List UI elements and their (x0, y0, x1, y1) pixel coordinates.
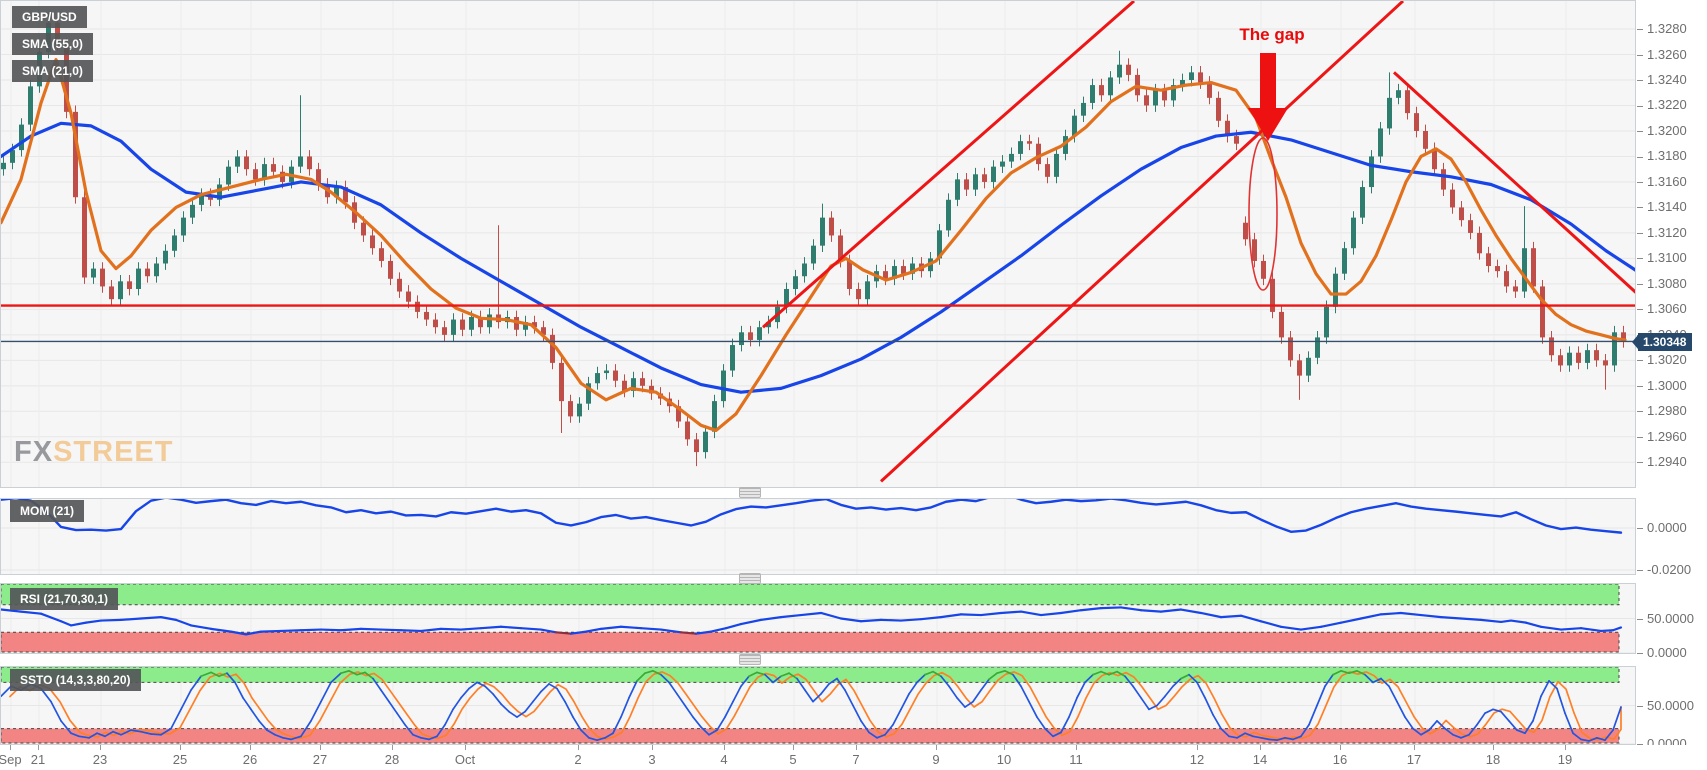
time-axis-label: 10 (996, 752, 1012, 767)
time-axis-label: 17 (1406, 752, 1422, 767)
y-axis-tick: 50.0000 (1637, 612, 1694, 625)
panel-splitter[interactable] (739, 654, 761, 665)
time-axis-label: 19 (1557, 752, 1573, 767)
time-axis-tickmark (1076, 745, 1077, 750)
time-axis-label: Sep (0, 752, 22, 767)
time-axis-tickmark (1414, 745, 1415, 750)
time-axis-tickmark (1260, 745, 1261, 750)
time-axis-label: 28 (384, 752, 400, 767)
time-axis-label: 21 (30, 752, 46, 767)
y-axis-tick: 1.3060 (1637, 302, 1687, 315)
time-axis-tickmark (180, 745, 181, 750)
time-axis-label: 3 (648, 752, 656, 767)
legend-sma21[interactable]: SMA (21,0) (12, 60, 93, 82)
y-axis-tick: 1.3280 (1637, 22, 1687, 35)
y-axis-tick: 1.3200 (1637, 124, 1687, 137)
time-axis-tickmark (1565, 745, 1566, 750)
y-axis-tick: 1.3120 (1637, 226, 1687, 239)
momentum-chart (1, 499, 1635, 574)
legend-symbol[interactable]: GBP/USD (12, 6, 87, 28)
y-axis-tick: 1.3240 (1637, 73, 1687, 86)
y-axis-tick: 1.3080 (1637, 277, 1687, 290)
fxstreet-logo: FXSTREET (14, 436, 173, 469)
time-axis-tickmark (1493, 745, 1494, 750)
time-axis-label: 18 (1485, 752, 1501, 767)
panel-splitter[interactable] (739, 487, 761, 498)
time-axis-tickmark (1340, 745, 1341, 750)
y-axis-tick: -0.0200 (1637, 563, 1691, 576)
y-axis-tick: 1.3180 (1637, 149, 1687, 162)
y-axis-tick: 50.0000 (1637, 699, 1694, 712)
candlestick-chart[interactable] (1, 1, 1635, 487)
time-axis-label: 25 (172, 752, 188, 767)
time-axis-tickmark (724, 745, 725, 750)
y-axis-tick: 1.2940 (1637, 455, 1687, 468)
time-axis-tickmark (100, 745, 101, 750)
price-label-notch-icon (1632, 335, 1638, 349)
time-axis[interactable]: Sep 21 23 25 26 27 28 Oct 2 3 4 5 7 9 10 11 12 14 16 17 18 19 (0, 745, 1707, 770)
gap-annotation-label: The gap (1239, 25, 1305, 44)
time-axis-tickmark (1004, 745, 1005, 750)
y-axis-tick: 1.2980 (1637, 404, 1687, 417)
stochastic-chart (1, 667, 1635, 744)
legend-sma55[interactable]: SMA (55,0) (12, 33, 93, 55)
time-axis-label: 2 (574, 752, 582, 767)
logo-fx: FX (14, 436, 54, 468)
y-axis-tick: 1.2960 (1637, 430, 1687, 443)
price-label-value: 1.30348 (1643, 335, 1687, 349)
time-axis-tickmark (38, 745, 39, 750)
y-axis-tick: 1.3100 (1637, 251, 1687, 264)
time-axis-label: Oct (454, 752, 476, 767)
y-axis-tick: 0.0000 (1637, 521, 1687, 534)
time-axis-tickmark (10, 745, 11, 750)
y-axis-tick: 1.3160 (1637, 175, 1687, 188)
rsi-chart (1, 584, 1635, 653)
time-axis-label: 26 (242, 752, 258, 767)
y-axis-tick: 0.0000 (1637, 646, 1687, 659)
legend-ssto[interactable]: SSTO (14,3,3,80,20) (10, 669, 141, 691)
main-price-panel[interactable] (0, 0, 1636, 488)
time-axis-label: 7 (852, 752, 860, 767)
time-axis-label: 27 (312, 752, 328, 767)
rsi-panel[interactable] (0, 583, 1636, 654)
time-axis-tickmark (578, 745, 579, 750)
panel-splitter[interactable] (739, 573, 761, 584)
time-axis-label: 4 (720, 752, 728, 767)
time-axis-tickmark (1197, 745, 1198, 750)
time-axis-tickmark (392, 745, 393, 750)
time-axis-label: 9 (932, 752, 940, 767)
stochastic-panel[interactable] (0, 666, 1636, 745)
y-axis-tick: 1.3260 (1637, 48, 1687, 61)
legend-mom[interactable]: MOM (21) (10, 500, 84, 522)
time-axis-tickmark (936, 745, 937, 750)
legend-rsi[interactable]: RSI (21,70,30,1) (10, 588, 119, 610)
y-axis-tick: 1.3000 (1637, 379, 1687, 392)
y-axis-tick: 1.3020 (1637, 353, 1687, 366)
time-axis-label: 5 (789, 752, 797, 767)
y-axis-tick: 1.3220 (1637, 98, 1687, 111)
time-axis-label: 16 (1332, 752, 1348, 767)
logo-street: STREET (53, 436, 174, 468)
price-axis[interactable]: 1.3280 1.3260 1.3240 1.3220 1.3200 1.3180 1.31… (1636, 0, 1707, 750)
time-axis-tickmark (250, 745, 251, 750)
time-axis-label: 12 (1189, 752, 1205, 767)
time-axis-tickmark (652, 745, 653, 750)
time-axis-label: 23 (92, 752, 108, 767)
y-axis-tick: 1.3140 (1637, 200, 1687, 213)
time-axis-tickmark (856, 745, 857, 750)
time-axis-tickmark (320, 745, 321, 750)
time-axis-label: 14 (1252, 752, 1268, 767)
time-axis-label: 11 (1069, 752, 1083, 767)
time-axis-tickmark (465, 745, 466, 750)
momentum-panel[interactable] (0, 498, 1636, 575)
current-price-label: 1.30348 (1632, 333, 1693, 351)
time-axis-tickmark (793, 745, 794, 750)
